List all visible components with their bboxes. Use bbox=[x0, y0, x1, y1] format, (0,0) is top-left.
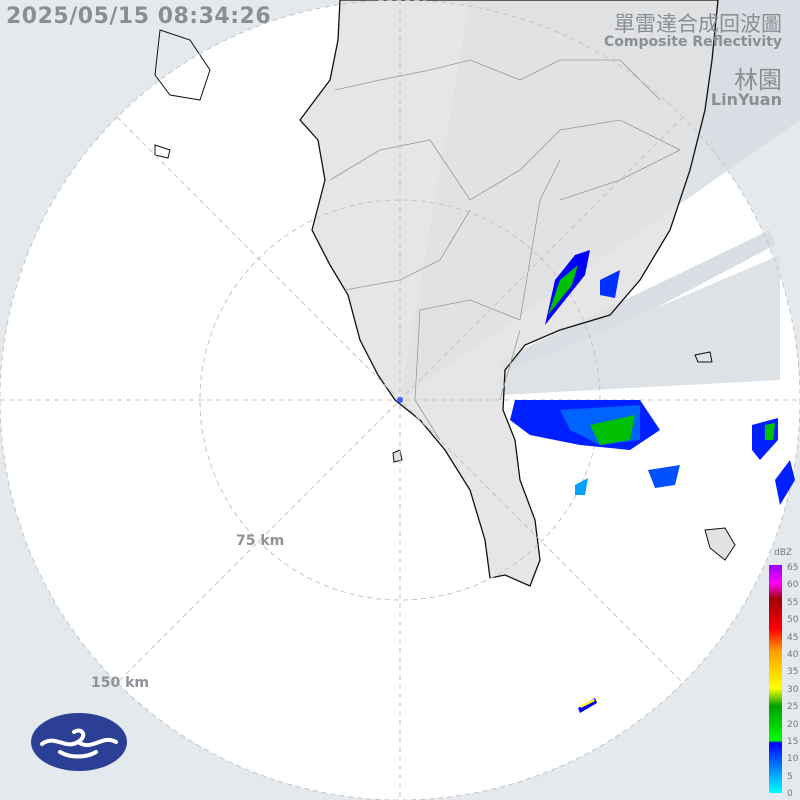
legend-unit: dBZ bbox=[774, 548, 793, 558]
ludao-island bbox=[694, 351, 713, 363]
legend-tick: 20 bbox=[787, 719, 799, 730]
station-name-en: LinYuan bbox=[710, 90, 782, 109]
legend-tick: 10 bbox=[787, 754, 799, 765]
legend-color-bar bbox=[769, 565, 782, 793]
legend-tick: 60 bbox=[787, 580, 799, 591]
legend-tick: 5 bbox=[787, 771, 793, 782]
legend-tick: 30 bbox=[787, 684, 799, 695]
legend-tick: 0 bbox=[787, 789, 793, 800]
legend-tick: 55 bbox=[787, 597, 799, 608]
station-name-zh: 林園 bbox=[734, 66, 782, 94]
legend-tick: 25 bbox=[787, 702, 799, 713]
legend-tick: 40 bbox=[787, 650, 799, 660]
legend-tick: 35 bbox=[787, 667, 799, 678]
product-title-zh: 單雷達合成回波圖 bbox=[614, 12, 782, 36]
legend-tick: 45 bbox=[787, 632, 799, 643]
timestamp: 2025/05/15 08:34:26 bbox=[6, 4, 272, 29]
county-boundaries bbox=[329, 59, 681, 441]
radar-site-marker bbox=[397, 397, 403, 403]
island bbox=[154, 144, 171, 159]
legend-tick: 50 bbox=[787, 615, 799, 626]
range-label-75km: 75 km bbox=[236, 533, 285, 549]
radar-echoes bbox=[397, 250, 795, 713]
taiwan-land bbox=[299, 0, 719, 587]
dbz-legend: dBZ 65 60 55 50 45 40 35 30 25 20 15 10 5 0 bbox=[766, 548, 800, 800]
penghu-islands bbox=[154, 29, 211, 101]
range-label-150km: 150 km bbox=[91, 675, 149, 691]
lanyu-island bbox=[704, 527, 736, 561]
cwa-logo bbox=[31, 713, 127, 771]
legend-tick: 15 bbox=[787, 737, 799, 747]
product-title-en: Composite Reflectivity bbox=[604, 34, 782, 50]
legend-tick: 65 bbox=[787, 563, 799, 573]
